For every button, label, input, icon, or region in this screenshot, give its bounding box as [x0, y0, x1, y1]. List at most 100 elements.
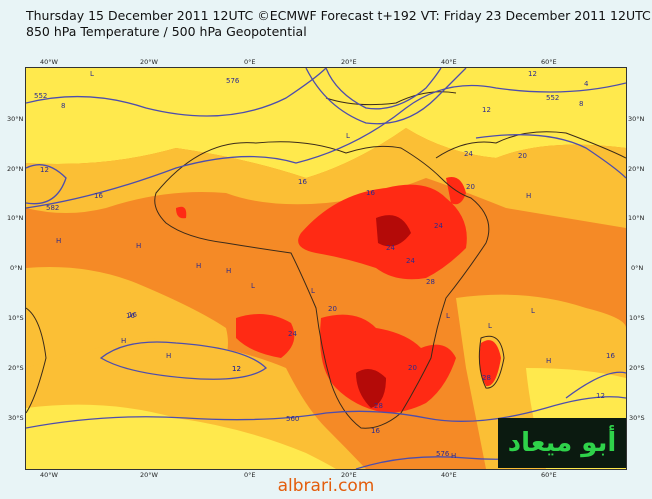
high-pressure-marker: H [546, 357, 551, 365]
left-tick: 10°S [8, 314, 24, 322]
high-pressure-marker: H [56, 237, 61, 245]
geopotential-contour [26, 82, 626, 209]
temp-label: 12 [596, 392, 605, 400]
temp-label: 24 [464, 150, 473, 158]
temp-label: 12 [528, 70, 537, 78]
hot-spot-west-africa [176, 206, 187, 219]
top-tick: 60°E [541, 58, 557, 66]
title-line-1: Thursday 15 December 2011 12UTC ©ECMWF F… [26, 8, 651, 23]
right-tick: 20°S [629, 364, 645, 372]
high-pressure-marker: H [226, 267, 231, 275]
temp-label: 16 [94, 192, 103, 200]
arabia-coastline [435, 131, 626, 159]
bottom-tick: 20°E [341, 471, 357, 479]
temp-label: 24 [386, 244, 395, 252]
africa-coastline [154, 141, 490, 429]
geopotential-contour [305, 68, 467, 125]
temp-label: 16 [126, 312, 135, 320]
title-line-2: 850 hPa Temperature / 500 hPa Geopotenti… [26, 24, 307, 39]
mild-zone-north [26, 128, 626, 228]
contour-label: 582 [46, 204, 59, 212]
top-tick: 20°E [341, 58, 357, 66]
low-pressure-marker: L [446, 312, 450, 320]
low-pressure-marker: L [531, 307, 535, 315]
left-tick: 20°S [8, 364, 24, 372]
temp-label: 20 [408, 364, 417, 372]
contour-label: 552 [34, 92, 47, 100]
temp-label: 24 [288, 330, 297, 338]
very-hot-zone-congo [376, 215, 411, 247]
bottom-tick: 40°E [441, 471, 457, 479]
bottom-tick: 0°E [244, 471, 256, 479]
high-pressure-marker: H [121, 337, 126, 345]
low-pressure-marker: L [251, 282, 255, 290]
right-tick: 0°N [631, 264, 644, 272]
temp-label: 12 [232, 365, 241, 373]
contour-label: 576 [226, 77, 240, 85]
south-america-coastline [26, 307, 47, 414]
high-pressure-marker: H [196, 262, 201, 270]
temp-label: 4 [584, 80, 589, 88]
mediterranean-coastline [325, 91, 457, 106]
geopotential-contour [26, 68, 327, 117]
map-canvas: 552 576 582 560 576 552 8 12 16 16 16 20… [26, 68, 626, 469]
hot-zone-angola-coast [236, 314, 295, 358]
logo-text: أبو ميعاد [507, 428, 617, 458]
temp-label: 8 [579, 100, 583, 108]
map-title: Thursday 15 December 2011 12UTC ©ECMWF F… [26, 8, 651, 40]
temp-label: 28 [374, 402, 383, 410]
cool-zone-south [26, 404, 336, 469]
top-tick: 40°E [441, 58, 457, 66]
temp-label: 16 [606, 352, 615, 360]
site-url[interactable]: albrari.com [277, 476, 375, 496]
right-tick: 30°S [629, 414, 645, 422]
geopotential-contour [26, 396, 626, 429]
very-hot-zone-kalahari [356, 369, 386, 408]
bottom-tick: 40°W [40, 471, 58, 479]
temp-label: 12 [40, 166, 49, 174]
temp-label: 20 [518, 152, 527, 160]
temp-label: 28 [426, 278, 435, 286]
contour-label: 560 [286, 415, 299, 423]
geopotential-contour [26, 164, 67, 205]
temp-label: 28 [482, 374, 491, 382]
right-tick: 20°N [628, 165, 645, 173]
temp-label: 24 [406, 257, 415, 265]
hot-zone-madagascar [479, 340, 501, 387]
high-pressure-marker: H [526, 192, 531, 200]
top-tick: 20°W [140, 58, 158, 66]
logo-badge: أبو ميعاد [498, 418, 626, 468]
weather-map: 552 576 582 560 576 552 8 12 16 16 16 20… [25, 67, 627, 470]
high-pressure-marker: H [451, 452, 456, 460]
cool-zone-north [26, 68, 626, 178]
temp-label: 20 [328, 305, 337, 313]
low-pressure-marker: L [488, 322, 492, 330]
madagascar-coastline [478, 335, 505, 389]
temp-label: 12 [482, 106, 491, 114]
temp-label: 16 [366, 189, 375, 197]
high-pressure-marker: H [166, 352, 171, 360]
geopotential-contour [475, 134, 626, 179]
low-pressure-marker: L [90, 70, 94, 78]
temp-label: 12 [232, 365, 241, 373]
top-tick: 40°W [40, 58, 58, 66]
left-tick: 20°N [7, 165, 24, 173]
top-tick: 0°E [244, 58, 256, 66]
left-tick: 30°N [7, 115, 24, 123]
geopotential-contour [325, 68, 442, 110]
bottom-tick: 20°W [140, 471, 158, 479]
low-pressure-marker: L [311, 287, 315, 295]
contour-label: 552 [546, 94, 559, 102]
temp-label: 8 [61, 102, 65, 110]
left-tick: 30°S [8, 414, 24, 422]
temp-label: 16 [371, 427, 380, 435]
geopotential-contour [565, 371, 626, 399]
right-tick: 30°N [628, 115, 645, 123]
right-tick: 10°S [629, 314, 645, 322]
temp-label: 16 [298, 178, 307, 186]
hot-zone-southern-africa [320, 314, 456, 413]
contour-label: 576 [436, 450, 450, 458]
geopotential-contour [99, 341, 267, 380]
low-pressure-marker: L [346, 132, 350, 140]
high-pressure-marker: H [136, 242, 141, 250]
